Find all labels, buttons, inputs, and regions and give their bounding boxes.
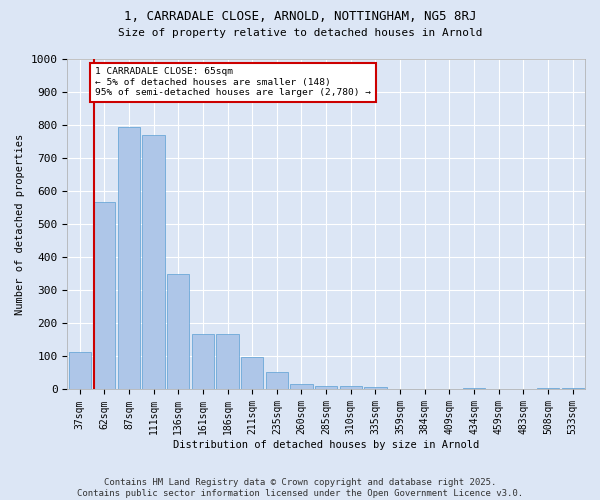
Bar [118,128,140,390]
Bar [562,388,584,390]
Bar [93,202,115,390]
Bar [364,387,386,390]
Bar [142,135,164,390]
Y-axis label: Number of detached properties: Number of detached properties [15,134,25,315]
Bar [340,386,362,390]
Bar [167,274,190,390]
X-axis label: Distribution of detached houses by size in Arnold: Distribution of detached houses by size … [173,440,479,450]
Bar [241,358,263,390]
Text: Size of property relative to detached houses in Arnold: Size of property relative to detached ho… [118,28,482,38]
Bar [290,384,313,390]
Text: 1, CARRADALE CLOSE, ARNOLD, NOTTINGHAM, NG5 8RJ: 1, CARRADALE CLOSE, ARNOLD, NOTTINGHAM, … [124,10,476,23]
Text: Contains HM Land Registry data © Crown copyright and database right 2025.
Contai: Contains HM Land Registry data © Crown c… [77,478,523,498]
Bar [266,372,288,390]
Bar [217,334,239,390]
Text: 1 CARRADALE CLOSE: 65sqm
← 5% of detached houses are smaller (148)
95% of semi-d: 1 CARRADALE CLOSE: 65sqm ← 5% of detache… [95,68,371,97]
Bar [389,389,411,390]
Bar [68,352,91,390]
Bar [192,334,214,390]
Bar [537,388,559,390]
Bar [315,386,337,390]
Bar [463,388,485,390]
